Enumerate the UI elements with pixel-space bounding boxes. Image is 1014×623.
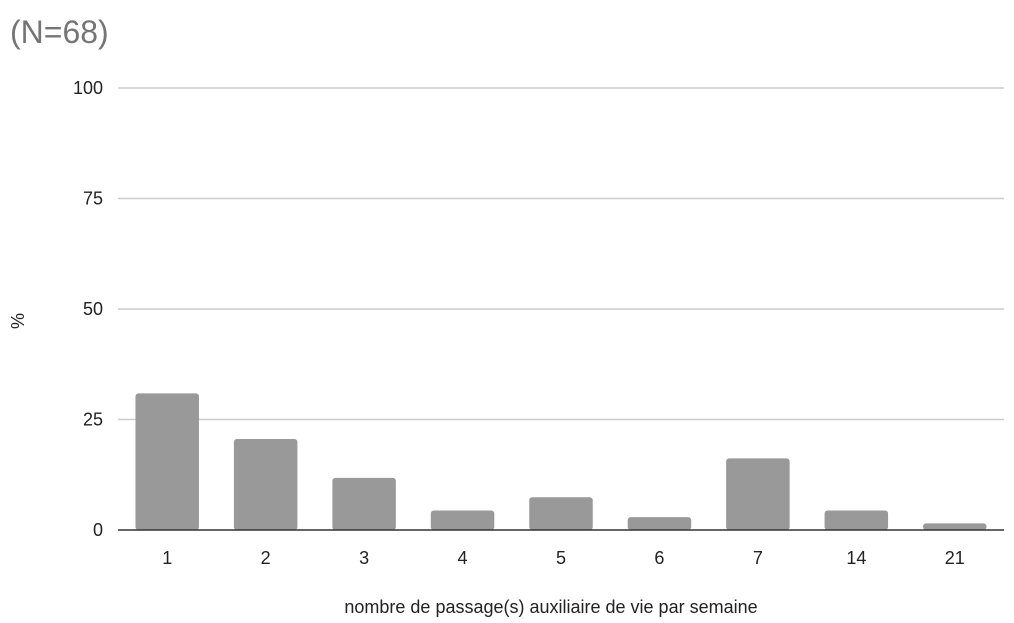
bar xyxy=(627,517,692,530)
y-tick-label: 0 xyxy=(93,520,103,540)
bar xyxy=(923,523,987,530)
y-tick-label: 25 xyxy=(83,410,103,430)
y-axis-title: % xyxy=(8,313,28,329)
x-axis-title: nombre de passage(s) auxiliaire de vie p… xyxy=(344,597,757,617)
x-tick-label: 7 xyxy=(753,548,763,568)
bar xyxy=(430,510,495,530)
x-tick-label: 21 xyxy=(945,548,965,568)
bar xyxy=(332,477,396,530)
x-tick-label: 5 xyxy=(556,548,566,568)
bar xyxy=(233,438,298,530)
x-tick-label: 3 xyxy=(359,548,369,568)
x-tick-label: 1 xyxy=(162,548,172,568)
y-tick-label: 75 xyxy=(83,189,103,209)
y-tick-label: 50 xyxy=(83,299,103,319)
bar xyxy=(824,510,889,530)
x-tick-label: 14 xyxy=(846,548,866,568)
x-tick-label: 6 xyxy=(654,548,664,568)
bar xyxy=(529,497,593,530)
x-tick-label: 4 xyxy=(458,548,468,568)
bar xyxy=(726,458,790,530)
chart-title: (N=68) xyxy=(10,14,109,50)
bar xyxy=(135,393,199,530)
x-tick-label: 2 xyxy=(261,548,271,568)
y-tick-label: 100 xyxy=(73,78,103,98)
